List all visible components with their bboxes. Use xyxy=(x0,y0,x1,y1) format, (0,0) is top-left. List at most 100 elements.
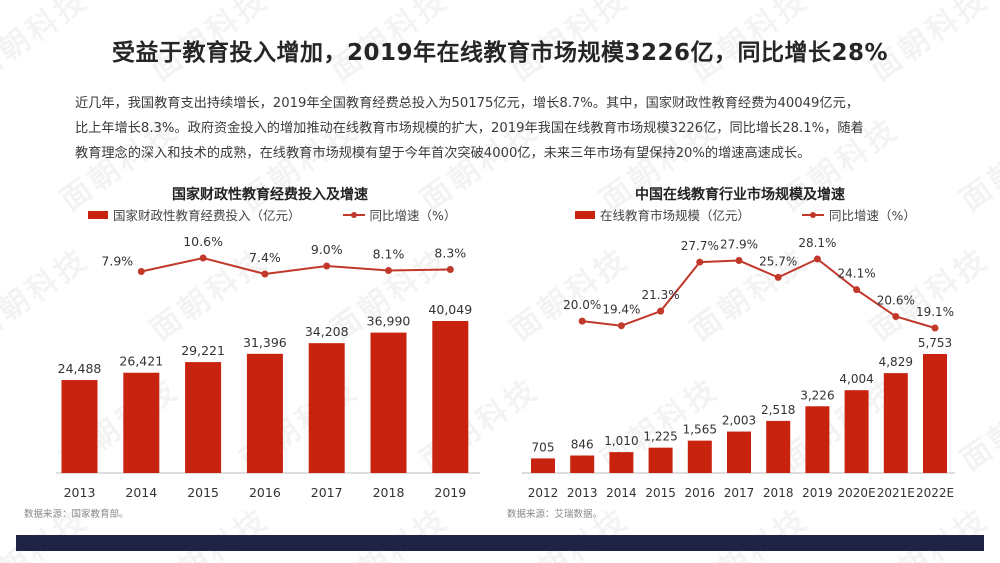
bar xyxy=(370,332,407,473)
bar xyxy=(923,354,947,473)
bar-value-label: 1,565 xyxy=(683,423,717,437)
x-tick-label: 2020E xyxy=(838,486,876,500)
bar xyxy=(648,447,673,473)
x-tick-label: 2021E xyxy=(877,486,915,500)
growth-point xyxy=(735,257,743,265)
left-chart-source: 数据来源：国家教育部。 xyxy=(24,509,129,520)
left-chart-legend: 国家财政性教育经费投入（亿元） 同比增速（%） xyxy=(88,205,456,224)
growth-label: 20.0% xyxy=(563,298,601,312)
x-tick-label: 2012 xyxy=(528,486,559,500)
x-tick-label: 2015 xyxy=(645,486,676,500)
growth-label: 20.6% xyxy=(877,294,915,308)
left-chart-title: 国家财政性教育经费投入及增速 xyxy=(172,187,368,203)
bar xyxy=(432,321,469,473)
growth-point xyxy=(617,322,625,330)
legend-item-bar: 国家财政性教育经费投入（亿元） xyxy=(88,205,301,224)
growth-line xyxy=(141,256,451,276)
growth-label: 9.0% xyxy=(311,242,343,257)
bar xyxy=(609,452,634,473)
bar-swatch-icon xyxy=(575,210,595,219)
legend-item-line: 同比增速（%） xyxy=(802,205,916,224)
x-tick-label: 2016 xyxy=(249,485,281,500)
growth-label: 24.1% xyxy=(838,267,876,281)
growth-label: 7.9% xyxy=(101,254,133,269)
bar-value-label: 846 xyxy=(571,438,594,452)
intro-line: 教育理念的深入和技术的成熟，在线教育市场规模有望于今年首次突破4000亿，未来三… xyxy=(75,146,811,161)
bar xyxy=(766,420,791,473)
bar xyxy=(727,431,751,473)
x-tick-label: 2016 xyxy=(685,486,716,500)
bar xyxy=(246,353,283,473)
bar xyxy=(687,440,712,473)
page-headline: 受益于教育投入增加，2019年在线教育市场规模3226亿，同比增长28% xyxy=(111,40,889,66)
bar xyxy=(531,458,555,473)
bar-value-label: 34,208 xyxy=(305,324,349,339)
x-tick-label: 2015 xyxy=(187,485,219,500)
legend-item-line: 同比增速（%） xyxy=(342,205,456,224)
bar-value-label: 40,049 xyxy=(428,302,472,317)
bar-swatch-icon xyxy=(88,210,108,219)
bar-value-label: 24,488 xyxy=(58,361,102,376)
growth-point xyxy=(931,324,939,332)
growth-point xyxy=(853,286,861,294)
line-marker-icon xyxy=(342,211,365,219)
growth-point xyxy=(657,307,665,315)
growth-point xyxy=(774,273,782,281)
growth-line xyxy=(582,257,936,329)
bar xyxy=(883,373,908,473)
legend-label: 在线教育市场规模（亿元） xyxy=(600,208,751,223)
growth-label: 27.9% xyxy=(720,238,758,252)
growth-point xyxy=(137,268,145,275)
growth-point xyxy=(385,267,392,274)
x-tick-label: 2013 xyxy=(64,485,96,500)
growth-label: 7.4% xyxy=(249,250,281,265)
bar-value-label: 31,396 xyxy=(243,335,287,350)
growth-label: 21.3% xyxy=(642,288,680,302)
legend-label: 国家财政性教育经费投入（亿元） xyxy=(113,208,301,223)
legend-item-bar: 在线教育市场规模（亿元） xyxy=(575,205,750,224)
bar-value-label: 2,518 xyxy=(761,403,795,417)
bar-value-label: 4,004 xyxy=(839,372,873,386)
bar-value-label: 1,225 xyxy=(643,430,677,444)
growth-point xyxy=(578,317,586,325)
growth-label: 19.4% xyxy=(602,303,640,317)
intro-paragraph: 近几年，我国教育支出持续增长，2019年全国教育经费总投入为50175亿元，增长… xyxy=(75,91,955,166)
footer-bar xyxy=(16,535,984,551)
right-chart-source: 数据来源：艾瑞数据。 xyxy=(507,509,603,520)
growth-label: 25.7% xyxy=(759,254,797,268)
growth-point xyxy=(323,262,331,270)
bar xyxy=(844,390,869,473)
bar-value-label: 36,990 xyxy=(367,314,411,329)
x-tick-label: 2019 xyxy=(434,485,466,500)
bar xyxy=(805,406,830,473)
x-tick-label: 2018 xyxy=(763,486,794,500)
bar-value-label: 29,221 xyxy=(181,343,225,358)
legend-label: 同比增速（%） xyxy=(829,208,916,223)
x-tick-label: 2022E xyxy=(916,486,954,500)
x-tick-label: 2014 xyxy=(606,486,637,500)
x-tick-label: 2017 xyxy=(311,485,343,500)
x-tick-label: 2014 xyxy=(125,485,157,500)
x-tick-label: 2013 xyxy=(567,486,598,500)
bar-value-label: 4,829 xyxy=(879,355,913,369)
x-tick-label: 2018 xyxy=(373,485,405,500)
intro-line: 近几年，我国教育支出持续增长，2019年全国教育经费总投入为50175亿元，增长… xyxy=(75,96,859,111)
growth-point xyxy=(813,255,821,263)
bar-value-label: 5,753 xyxy=(918,336,952,350)
growth-label: 28.1% xyxy=(798,236,836,250)
right-chart-legend: 在线教育市场规模（亿元） 同比增速（%） xyxy=(575,205,916,224)
growth-label: 27.7% xyxy=(681,239,719,253)
bar-value-label: 26,421 xyxy=(119,354,163,369)
bar-value-label: 3,226 xyxy=(800,388,834,402)
growth-point xyxy=(446,266,454,273)
bar-value-label: 1,010 xyxy=(604,434,638,448)
x-tick-label: 2019 xyxy=(802,486,833,500)
bar xyxy=(61,380,98,473)
bar-value-label: 2,003 xyxy=(722,414,756,428)
growth-label: 8.1% xyxy=(373,247,405,262)
x-tick-label: 2017 xyxy=(724,486,755,500)
bar-value-label: 705 xyxy=(532,440,555,454)
growth-point xyxy=(696,258,704,266)
growth-label: 10.6% xyxy=(183,234,223,249)
